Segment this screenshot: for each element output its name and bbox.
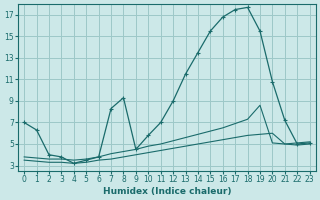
X-axis label: Humidex (Indice chaleur): Humidex (Indice chaleur) [103,187,231,196]
